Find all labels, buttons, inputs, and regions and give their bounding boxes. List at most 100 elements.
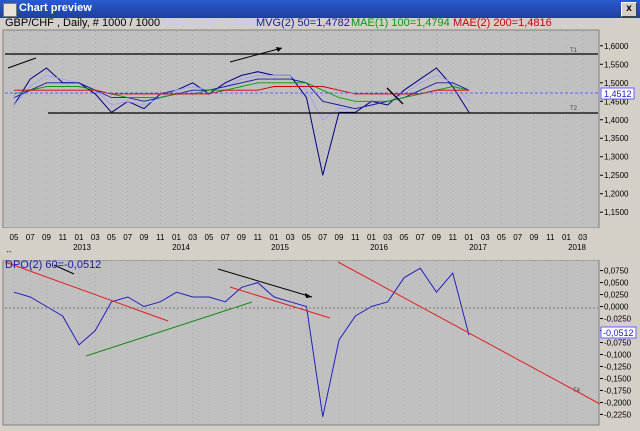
month-tick-label: 01 (465, 233, 474, 242)
y-tick-label: 1,2000 (604, 190, 629, 199)
month-tick-label: 01 (562, 233, 571, 242)
year-tick-label: 2018 (568, 243, 586, 252)
dpo-arrow-head (305, 293, 312, 298)
dpo-trend-red-3 (337, 261, 601, 405)
month-tick-label: 11 (546, 233, 555, 242)
month-tick-label: 07 (416, 233, 425, 242)
y-tick-label: -0,1000 (604, 350, 632, 359)
t4-label: T4 (573, 388, 581, 394)
month-tick-label: 03 (188, 233, 197, 242)
last-dpo-tag (600, 326, 637, 339)
header-mae2: MAE(2) 200=1,4816 (453, 17, 552, 29)
y-tick-label: -0,2000 (604, 398, 632, 407)
dpo-trend-red-1 (4, 261, 169, 322)
arrow-down-1 (386, 87, 404, 105)
y-tick-label: -0,1250 (604, 362, 632, 371)
y-tick-label: 0,0500 (604, 279, 629, 288)
year-tick-label: 2014 (172, 243, 190, 252)
month-tick-label: 07 (318, 233, 327, 242)
arrow-up-2 (229, 47, 283, 63)
app-icon (3, 3, 17, 17)
dpo-panel (2, 259, 600, 426)
month-tick-label: 01 (367, 233, 376, 242)
month-tick-label: 09 (432, 233, 441, 242)
time-axis: 05 07 09 11 01 03 05 07 09 11 01 03 05 07 09 11 01 03 05 07… (10, 233, 588, 252)
price-y-axis: 1,6000 1,5500 1,5000 1,4500 1,4000 1,3500 1,30… (600, 42, 629, 217)
month-tick-label: 05 (400, 233, 409, 242)
y-tick-label: 1,4500 (604, 97, 629, 106)
header-mae1: MAE(1) 100=1,4794 (351, 17, 450, 29)
series-mae-1-100 (13, 82, 470, 102)
y-tick-label: 0,0250 (604, 291, 629, 300)
t2-label: T2 (570, 106, 578, 112)
year-tick-label: 2013 (73, 243, 91, 252)
month-tick-label: 07 (26, 233, 35, 242)
y-tick-label: 1,1500 (604, 208, 629, 217)
dpo-header: DPO(2) 60=-0,0512 (5, 259, 101, 271)
month-tick-label: 07 (221, 233, 230, 242)
last-price-value: 1,4512 (604, 89, 632, 99)
series-dpo-2-60 (13, 267, 470, 417)
year-tick-label: 2017 (469, 243, 487, 252)
splitter-icon[interactable]: ↔ (5, 246, 13, 255)
y-tick-label: -0,1750 (604, 386, 632, 395)
price-panel (2, 29, 600, 229)
last-dpo-value: -0,0512 (603, 328, 634, 338)
month-tick-label: 03 (578, 233, 587, 242)
month-tick-label: 05 (302, 233, 311, 242)
month-tick-label: 07 (123, 233, 132, 242)
month-tick-label: 01 (172, 233, 181, 242)
header-symbol: GBP/CHF , Daily, # 1000 / 1000 (5, 17, 160, 29)
month-tick-label: 01 (270, 233, 279, 242)
y-tick-label: 1,5500 (604, 60, 629, 69)
y-tick-label: 0,0000 (604, 303, 629, 312)
month-tick-label: 05 (10, 233, 19, 242)
t1-label: T1 (570, 48, 578, 54)
dpo-trend-red-2 (229, 286, 331, 319)
month-tick-label: 05 (107, 233, 116, 242)
month-tick-label: 09 (335, 233, 344, 242)
price-series (13, 67, 470, 176)
month-tick-label: 09 (42, 233, 51, 242)
y-tick-label: -0,2250 (604, 410, 632, 419)
month-tick-label: 11 (449, 233, 458, 242)
last-price-tag (600, 87, 635, 100)
month-tick-label: 05 (497, 233, 506, 242)
month-tick-label: 01 (75, 233, 84, 242)
y-tick-label: 1,2500 (604, 171, 629, 180)
time-axis-strip (0, 228, 640, 260)
month-tick-label: 11 (156, 233, 165, 242)
y-tick-label: 1,3000 (604, 153, 629, 162)
dpo-y-axis: 0,07500,05000,02500,0000-0,0250-0,0500-0… (600, 267, 632, 419)
arrow-up-1 (7, 57, 37, 69)
dpo-arrow-line (217, 268, 313, 298)
month-tick-label: 05 (205, 233, 214, 242)
year-tick-label: 2016 (370, 243, 388, 252)
title-bar: Chart preview x (0, 0, 640, 18)
window-title: Chart preview (19, 2, 92, 14)
y-tick-label: 0,0750 (604, 267, 629, 276)
y-tick-label: 1,6000 (604, 42, 629, 51)
month-tick-label: 11 (59, 233, 68, 242)
year-tick-label: 2015 (271, 243, 289, 252)
header-mvg2: MVG(2) 50=1,4782 (256, 17, 350, 29)
y-tick-label: 1,4000 (604, 116, 629, 125)
month-tick-label: 09 (237, 233, 246, 242)
header-mvg1: MVG(1) 23=1,4508 (163, 17, 257, 29)
y-tick-label: 1,5000 (604, 79, 629, 88)
arrow-head-2 (276, 47, 282, 52)
dpo-series (13, 267, 470, 417)
y-tick-label: -0,0250 (604, 315, 632, 324)
month-tick-label: 11 (254, 233, 263, 242)
month-tick-label: 09 (530, 233, 539, 242)
y-tick-label: 1,3500 (604, 134, 629, 143)
month-tick-label: 03 (286, 233, 295, 242)
close-button[interactable]: x (621, 2, 637, 17)
y-tick-label: -0,0750 (604, 339, 632, 348)
dpo-arrow-small (53, 264, 75, 275)
price-grid (13, 31, 584, 227)
month-tick-label: 03 (91, 233, 100, 242)
month-tick-label: 03 (383, 233, 392, 242)
